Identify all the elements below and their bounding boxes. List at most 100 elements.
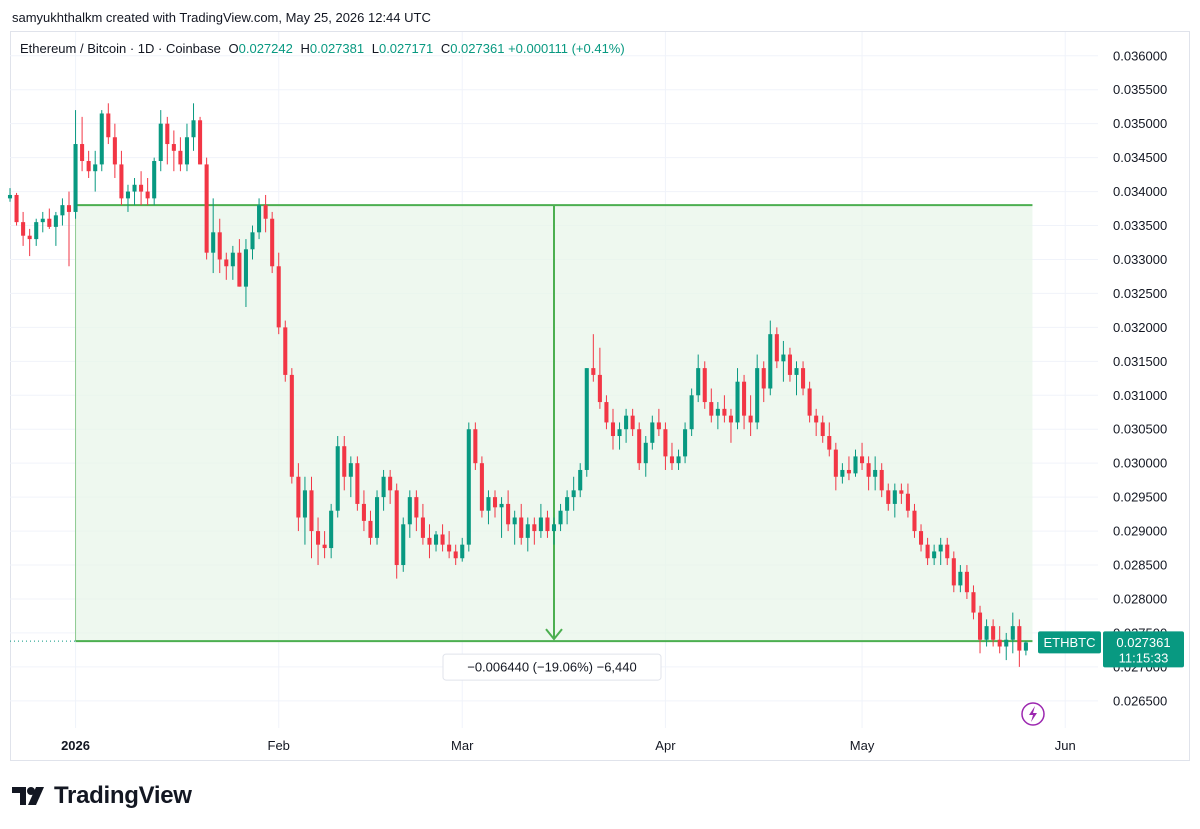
candle: [34, 218, 39, 246]
candle: [532, 517, 537, 545]
candle: [93, 150, 98, 192]
candle: [453, 544, 458, 566]
candle: [289, 368, 294, 484]
candle: [479, 456, 484, 518]
legend-close-value: 0.027361: [450, 41, 505, 56]
price-tick-label: 0.031500: [1113, 354, 1167, 369]
candle: [624, 408, 629, 443]
candle: [991, 619, 996, 647]
price-tick-label: 0.029500: [1113, 490, 1167, 505]
candle: [322, 531, 327, 559]
price-tick-label: 0.034500: [1113, 150, 1167, 165]
candle: [833, 442, 838, 491]
candle: [643, 436, 648, 477]
candle: [316, 517, 321, 566]
candle: [466, 422, 471, 552]
time-tick-label: Apr: [655, 738, 676, 753]
candle: [184, 123, 189, 172]
candle: [53, 211, 58, 246]
candle: [388, 469, 393, 504]
candle: [14, 192, 19, 226]
legend-high-label: H: [300, 41, 310, 56]
candle: [420, 503, 425, 545]
candle: [243, 239, 248, 308]
tradingview-logo[interactable]: TradingView: [12, 782, 192, 810]
candle: [873, 456, 878, 491]
candle: [178, 137, 183, 172]
candle: [748, 395, 753, 437]
chart-credit: samyukhthalkm created with TradingView.c…: [12, 10, 431, 25]
price-tick-label: 0.035000: [1113, 116, 1167, 131]
lightning-icon[interactable]: [1021, 702, 1045, 726]
candle: [132, 177, 137, 206]
candle: [722, 395, 727, 423]
candle: [1010, 612, 1015, 654]
price-tick-label: 0.034000: [1113, 184, 1167, 199]
candle: [368, 510, 373, 545]
candle: [558, 503, 563, 532]
candle: [414, 490, 419, 532]
bar-countdown-text: 11:15:33: [1119, 650, 1169, 665]
candle: [742, 374, 747, 430]
candle: [860, 442, 865, 470]
candle: [512, 510, 517, 545]
candle: [7, 188, 13, 202]
candle: [329, 503, 334, 559]
candle: [984, 619, 989, 647]
candle: [486, 490, 491, 525]
measure-arrow-head: [545, 628, 563, 641]
candle: [73, 110, 78, 219]
candle: [257, 198, 262, 240]
candle: [565, 490, 570, 525]
candle: [702, 361, 707, 409]
candle: [538, 503, 543, 538]
candle: [735, 368, 740, 430]
candle: [1017, 619, 1022, 667]
price-tick-label: 0.028500: [1113, 558, 1167, 573]
symbol-legend: Ethereum / Bitcoin · 1D · Coinbase O0.02…: [20, 41, 625, 56]
candle: [663, 422, 668, 470]
price-tick-label: 0.029000: [1113, 524, 1167, 539]
measure-tool[interactable]: [10, 204, 1033, 643]
candle: [230, 245, 235, 280]
candle: [276, 252, 281, 335]
candle: [866, 456, 871, 491]
candle: [879, 463, 884, 498]
candle: [932, 544, 937, 566]
price-axis[interactable]: 0.036000 0.035500 0.035000 0.034500 0.034000…: [1113, 48, 1167, 708]
candle: [191, 103, 196, 151]
candle: [846, 456, 851, 481]
time-axis[interactable]: 2026 Feb Mar Apr May Jun: [61, 738, 1076, 753]
candle: [361, 490, 366, 532]
measure-label: −0.006440 (−19.06%) −6,440: [442, 653, 662, 681]
candle: [551, 517, 557, 545]
candle: [270, 211, 275, 274]
price-tick-label: 0.026500: [1113, 693, 1167, 708]
candle: [919, 524, 924, 552]
candle: [715, 402, 720, 430]
time-tick-label: May: [850, 738, 875, 753]
chart-frame[interactable]: [10, 31, 1190, 761]
legend-symbol: Ethereum / Bitcoin · 1D · Coinbase: [20, 41, 221, 56]
candle: [283, 320, 288, 382]
legend-low-label: L: [371, 41, 379, 56]
time-tick-label: 2026: [61, 738, 90, 753]
candle: [394, 483, 399, 579]
candle: [840, 463, 845, 484]
candle: [375, 490, 380, 545]
candle: [440, 524, 445, 552]
candle: [669, 442, 675, 470]
candle: [977, 605, 983, 654]
candle: [1004, 632, 1009, 661]
candle: [814, 408, 819, 437]
price-tick-label: 0.033500: [1113, 218, 1167, 233]
time-tick-label: Jun: [1055, 738, 1076, 753]
price-tick-label: 0.032000: [1113, 320, 1167, 335]
candle: [401, 517, 406, 572]
candle: [696, 354, 701, 403]
candle: [683, 422, 688, 464]
candle: [473, 422, 478, 470]
last-price-text: 0.027361: [1116, 635, 1170, 650]
